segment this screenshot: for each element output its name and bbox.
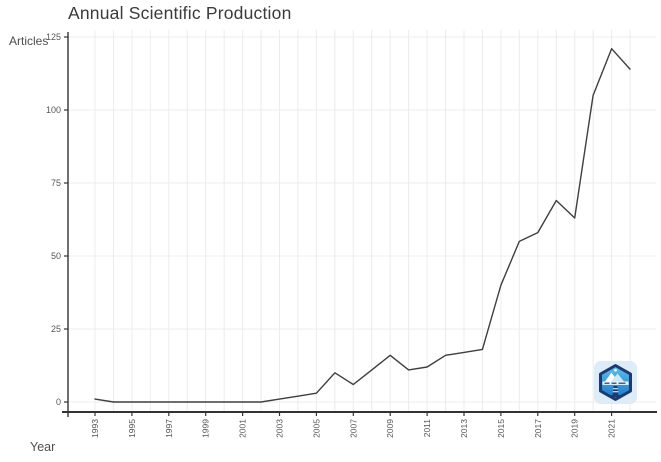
x-tick-label: 2021 <box>607 419 617 438</box>
y-tick-label: 75 <box>51 178 61 188</box>
x-tick-label: 1995 <box>127 419 137 438</box>
tick-labels: 0 25 50 75 100 125 1993 1995 1997 1999 2001 2003 200… <box>46 32 617 438</box>
x-tick-label: 1997 <box>164 419 174 438</box>
chart-title: Annual Scientific Production <box>68 3 292 23</box>
x-tick-label: 2003 <box>275 419 285 438</box>
x-tick-label: 2005 <box>311 419 321 438</box>
y-axis-label: Articles <box>9 34 49 48</box>
gridlines <box>68 30 656 412</box>
y-tick-label: 100 <box>46 105 61 115</box>
x-tick-label: 1993 <box>90 419 100 438</box>
articles-per-year-line <box>94 48 631 403</box>
y-tick-label: 125 <box>46 32 61 42</box>
y-tick-label: 25 <box>51 324 61 334</box>
x-tick-label: 1999 <box>201 419 211 438</box>
articles-line-series <box>94 48 631 403</box>
bibliometrix-logo-icon <box>594 361 637 404</box>
axes <box>62 32 657 417</box>
x-tick-label: 2019 <box>570 419 580 438</box>
x-tick-label: 2001 <box>238 419 248 438</box>
tick-marks <box>64 36 613 416</box>
x-tick-label: 2013 <box>459 419 469 438</box>
y-tick-label: 50 <box>51 251 61 261</box>
x-tick-label: 2015 <box>496 419 506 438</box>
y-tick-label: 0 <box>56 397 61 407</box>
x-axis-label: Year <box>30 440 56 454</box>
x-tick-label: 2011 <box>422 419 432 438</box>
x-tick-label: 2009 <box>385 419 395 438</box>
x-tick-label: 2017 <box>533 419 543 438</box>
x-tick-label: 2007 <box>348 419 358 438</box>
